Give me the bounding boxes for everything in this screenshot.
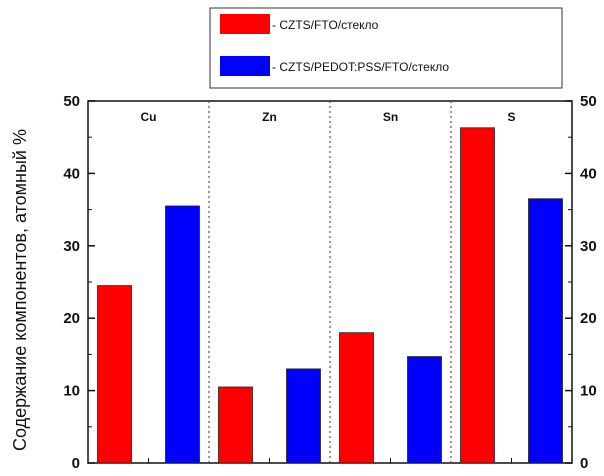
right-tick-label: 50	[580, 93, 597, 110]
right-tick-label: 20	[580, 310, 597, 327]
bar-s-series-1	[460, 127, 495, 464]
category-label-sn: Sn	[383, 110, 398, 124]
legend-label-series-2: - CZTS/PEDOT:PSS/FTO/стекло	[272, 60, 449, 74]
left-tick-label: 10	[63, 383, 80, 400]
left-tick-label: 50	[63, 93, 80, 110]
bar-sn-series-2	[407, 356, 442, 464]
right-tick-label: 0	[580, 455, 588, 472]
right-tick-label: 40	[580, 165, 597, 182]
right-axis: 0 10 20 30 40 50	[565, 93, 597, 472]
left-tick-label: 20	[63, 310, 80, 327]
y-axis-title: Содержание компонентов, атомный %	[10, 129, 30, 451]
bar-sn-series-1	[339, 332, 374, 464]
legend-label-series-1: - CZTS/FTO/стекло	[272, 18, 379, 32]
legend: - CZTS/FTO/стекло - CZTS/PEDOT:PSS/FTO/с…	[209, 7, 563, 89]
right-tick-label: 30	[580, 238, 597, 255]
bar-cu-series-2	[165, 205, 200, 464]
left-tick-label: 0	[72, 455, 80, 472]
left-tick-label: 30	[63, 238, 80, 255]
category-label-zn: Zn	[262, 110, 277, 124]
category-labels: Cu Zn Sn S	[141, 110, 516, 124]
bar-zn-series-2	[286, 368, 321, 464]
category-separators	[208, 101, 452, 463]
category-label-s: S	[507, 110, 515, 124]
bar-s-series-2	[528, 198, 563, 464]
right-tick-label: 10	[580, 383, 597, 400]
category-label-cu: Cu	[141, 110, 157, 124]
bar-zn-series-1	[218, 386, 253, 464]
left-axis: 0 10 20 30 40 50	[63, 93, 512, 472]
left-tick-label: 40	[63, 165, 80, 182]
legend-swatch-series-2	[220, 56, 270, 76]
bar-cu-series-1	[97, 285, 132, 464]
legend-swatch-series-1	[220, 14, 270, 34]
bars	[97, 127, 563, 464]
